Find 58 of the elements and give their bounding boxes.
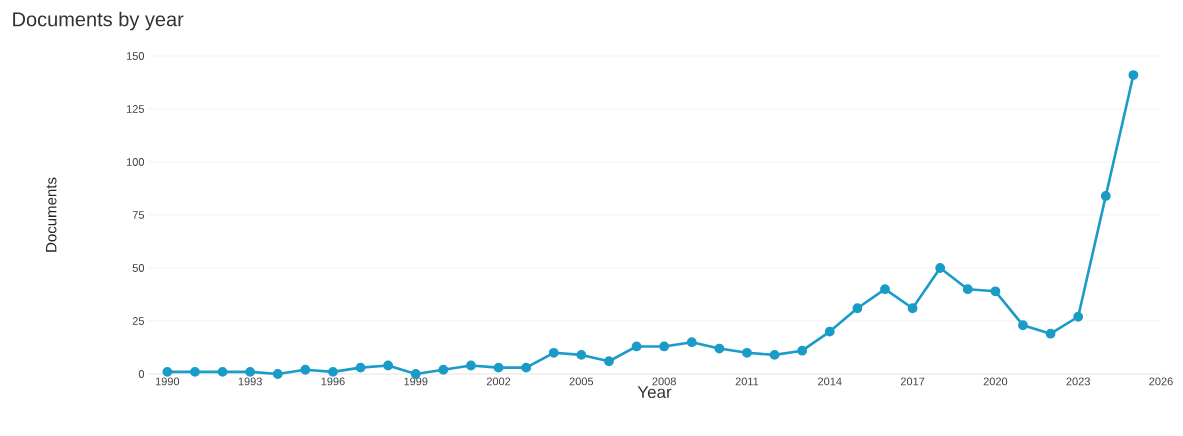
y-tick-label: 75 bbox=[132, 211, 145, 219]
point bbox=[576, 350, 587, 360]
point bbox=[990, 286, 1001, 297]
point bbox=[659, 341, 670, 352]
point bbox=[1100, 191, 1111, 201]
x-tick-label: 2014 bbox=[818, 377, 842, 386]
point bbox=[797, 345, 808, 356]
point bbox=[272, 369, 283, 379]
point bbox=[742, 347, 752, 358]
point bbox=[769, 350, 780, 360]
point bbox=[245, 366, 256, 377]
y-tick-label: 25 bbox=[132, 317, 145, 325]
point bbox=[438, 364, 449, 375]
chart-title: Documents by year bbox=[13, 11, 184, 31]
point bbox=[880, 284, 890, 295]
x-tick-label: 2011 bbox=[735, 377, 759, 386]
point bbox=[686, 337, 697, 348]
point bbox=[935, 263, 946, 273]
point bbox=[604, 356, 614, 367]
point bbox=[466, 360, 476, 371]
point bbox=[217, 366, 228, 377]
y-tick-label: 150 bbox=[126, 52, 145, 60]
y-axis-title: Documents bbox=[46, 177, 57, 252]
x-tick-label: 2020 bbox=[983, 377, 1008, 386]
y-tick-label: 100 bbox=[126, 158, 145, 166]
point bbox=[493, 362, 504, 373]
point bbox=[852, 303, 863, 314]
x-tick-label: 2002 bbox=[486, 377, 511, 386]
point bbox=[1018, 320, 1028, 331]
point bbox=[300, 364, 311, 375]
point bbox=[1045, 328, 1056, 339]
point bbox=[548, 347, 559, 358]
x-axis-title: Year bbox=[637, 386, 672, 399]
y-tick-label: 125 bbox=[126, 105, 145, 113]
x-tick-label: 2008 bbox=[652, 377, 676, 386]
x-tick-label: 2005 bbox=[569, 377, 594, 386]
point bbox=[714, 343, 725, 354]
point bbox=[355, 362, 366, 373]
point bbox=[1073, 311, 1084, 322]
point bbox=[190, 366, 200, 377]
point bbox=[328, 366, 338, 377]
point bbox=[962, 284, 973, 295]
point bbox=[1128, 70, 1139, 80]
y-tick-label: 0 bbox=[138, 370, 145, 378]
point bbox=[824, 326, 835, 337]
point bbox=[162, 366, 173, 377]
point bbox=[907, 303, 918, 314]
y-tick-label: 50 bbox=[132, 264, 145, 272]
point bbox=[521, 362, 532, 373]
x-tick-label: 2026 bbox=[1149, 377, 1173, 386]
x-tick-label: 2023 bbox=[1066, 377, 1090, 386]
point bbox=[631, 341, 642, 352]
x-tick-label: 1990 bbox=[155, 377, 180, 386]
point bbox=[383, 360, 394, 371]
x-tick-label: 1996 bbox=[321, 377, 345, 386]
x-tick-label: 1999 bbox=[404, 377, 428, 386]
x-tick-label: 2017 bbox=[900, 377, 925, 386]
x-tick-label: 1993 bbox=[238, 377, 262, 386]
